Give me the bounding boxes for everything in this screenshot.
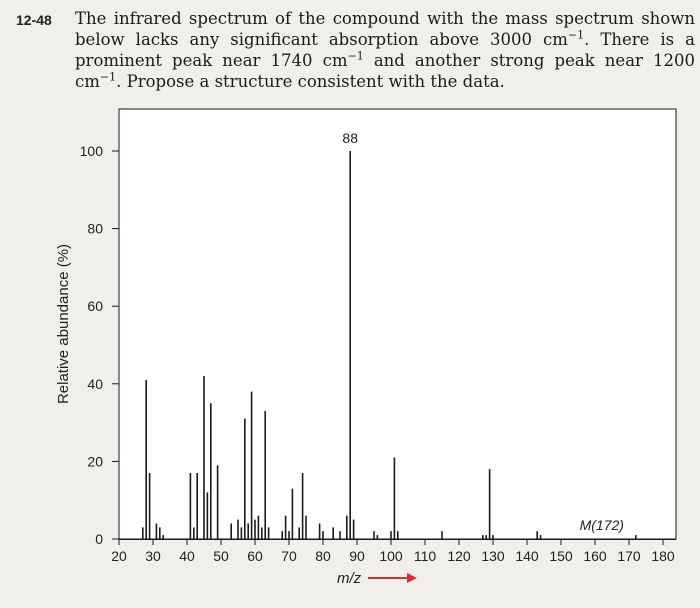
problem-text-part: . There is a prominent peak near 1740 cm [75, 30, 695, 70]
x-tick-label: 90 [349, 548, 365, 564]
x-tick-label: 180 [651, 548, 675, 564]
molecular-ion-label: M(172) [580, 517, 624, 533]
x-axis-ticks: 20 30 40 50 60 70 80 90 100 110 120 130 140 150 160 170… [111, 539, 675, 564]
y-tick-label: 100 [80, 143, 104, 159]
y-tick-label: 60 [87, 298, 103, 314]
problem-text: The infrared spectrum of the compound wi… [75, 8, 695, 92]
x-tick-label: 60 [247, 548, 263, 564]
x-tick-label: 50 [213, 548, 229, 564]
x-tick-label: 120 [447, 548, 471, 564]
exponent: −1 [567, 28, 585, 42]
x-tick-label: 70 [281, 548, 297, 564]
x-tick-label: 100 [379, 548, 403, 564]
exponent: −1 [99, 70, 117, 84]
problem-text-part: and another strong peak near 1200 cm [75, 51, 695, 91]
problem-text-part: The infrared spectrum of the compound wi… [75, 9, 695, 49]
x-tick-label: 140 [515, 548, 539, 564]
x-tick-label: 20 [111, 548, 127, 564]
x-tick-label: 130 [481, 548, 505, 564]
peak-bars [142, 151, 637, 539]
problem-text-part: . Propose a structure consistent with th… [116, 72, 505, 91]
x-axis-label: m/z [337, 570, 362, 587]
mass-spectrum-svg: 20 30 40 50 60 70 80 90 100 110 120 130 140 150 160 170… [55, 108, 677, 587]
y-axis-ticks: 0 20 40 60 80 100 [80, 143, 119, 547]
y-axis-label: Relative abundance (%) [55, 244, 72, 404]
arrow-head [407, 573, 417, 583]
y-tick-label: 40 [87, 376, 103, 392]
x-tick-label: 80 [315, 548, 331, 564]
y-tick-label: 20 [87, 453, 103, 469]
plot-area [118, 108, 677, 540]
exponent: −1 [347, 49, 364, 63]
x-tick-label: 30 [145, 548, 161, 564]
m-over-z-arrow [368, 573, 417, 583]
y-tick-label: 80 [87, 221, 103, 237]
x-tick-label: 150 [549, 548, 573, 564]
problem-number: 12-48 [16, 12, 52, 28]
x-tick-label: 40 [179, 548, 195, 564]
y-tick-label: 0 [95, 531, 103, 547]
x-tick-label: 170 [617, 548, 641, 564]
x-tick-label: 110 [414, 548, 437, 564]
base-peak-label: 88 [342, 130, 358, 146]
x-tick-label: 160 [583, 548, 607, 564]
mass-spectrum-chart: 20 30 40 50 60 70 80 90 100 110 120 130 140 150 160 170… [0, 104, 700, 604]
